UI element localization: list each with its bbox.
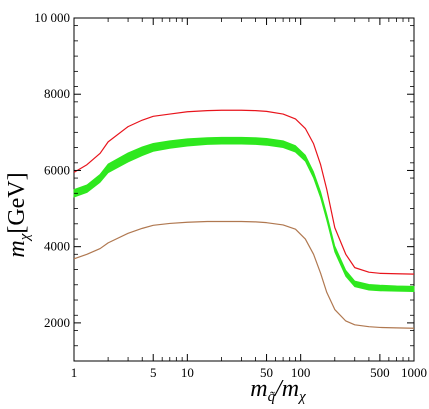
y-tick-label: 2000 bbox=[44, 315, 70, 330]
x-tick-label: 10 bbox=[181, 365, 194, 380]
x-tick-label: 100 bbox=[291, 365, 311, 380]
x-tick-label: 500 bbox=[370, 365, 390, 380]
series-layer bbox=[73, 109, 415, 329]
x-axis-title: mq̃/mχ bbox=[250, 376, 306, 405]
x-tick-label: 1 bbox=[71, 365, 78, 380]
x-axis-title-sub: q̃ bbox=[268, 389, 276, 405]
x-axis-title-sub2: χ bbox=[297, 389, 306, 405]
x-tick-label: 5 bbox=[150, 365, 157, 380]
y-tick-label: 6000 bbox=[44, 162, 70, 177]
x-axis-title-base: m bbox=[250, 376, 267, 402]
y-tick-label: 4000 bbox=[44, 239, 70, 254]
y-axis-title: mχ[GeV] bbox=[4, 172, 33, 257]
series-line-0 bbox=[73, 109, 415, 275]
y-axis-title-unit: [GeV] bbox=[4, 172, 30, 233]
y-axis-title-base: m bbox=[4, 240, 30, 257]
y-tick-label: 8000 bbox=[44, 86, 70, 101]
x-axis: 1 5 10 50 100 500 1000 bbox=[71, 18, 427, 380]
x-axis-title-mid: /m bbox=[273, 376, 299, 402]
plot-border bbox=[73, 17, 415, 362]
y-axis: 2000 4000 6000 8000 10 000 bbox=[34, 10, 414, 362]
plot-frame bbox=[73, 17, 415, 362]
series-line-2 bbox=[73, 220, 415, 329]
x-tick-label: 1000 bbox=[401, 365, 427, 380]
x-tick-label: 50 bbox=[260, 365, 273, 380]
y-axis-title-sub: χ bbox=[17, 233, 33, 242]
series-band-1 bbox=[73, 136, 415, 293]
y-tick-label: 10 000 bbox=[34, 10, 70, 25]
